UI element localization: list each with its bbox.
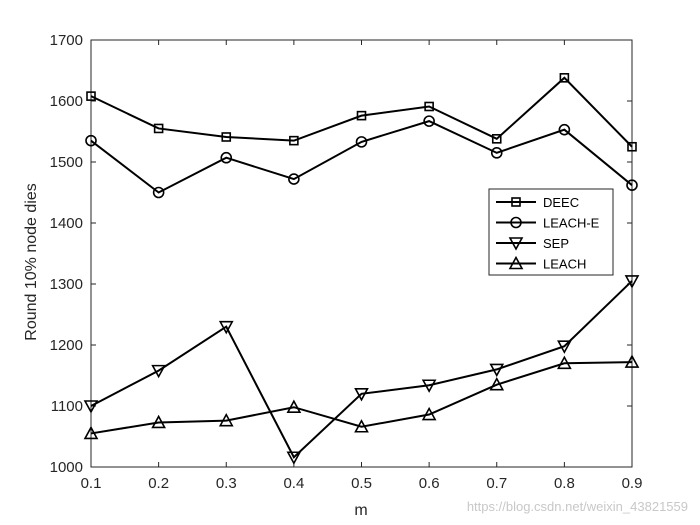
data-point-leach-e	[355, 136, 368, 148]
data-point-leach	[421, 406, 437, 421]
data-point-deec	[289, 135, 299, 146]
series-line-leach-e	[90, 120, 633, 194]
data-point-leach-e	[558, 123, 571, 136]
series-line-leach	[90, 361, 633, 435]
watermark-text: https://blog.csdn.net/weixin_43821559	[467, 499, 688, 514]
data-point-leach-e	[85, 134, 97, 147]
y-tick-label: 1000	[50, 459, 83, 476]
data-point-deec	[221, 132, 232, 142]
y-axis-title: Round 10% node dies	[23, 183, 40, 340]
data-point-deec	[424, 101, 434, 112]
data-point-sep	[557, 340, 572, 354]
legend-marker	[508, 237, 524, 251]
data-point-deec	[627, 141, 637, 152]
data-point-leach	[624, 354, 640, 368]
legend-label: LEACH-E	[543, 216, 600, 231]
data-point-leach	[286, 399, 302, 414]
legend-box	[488, 188, 614, 276]
y-tick-label: 1100	[51, 398, 83, 415]
x-tick-label: 0.3	[216, 475, 237, 492]
data-point-leach	[557, 355, 572, 370]
legend-marker	[511, 197, 521, 207]
series-line-deec	[90, 76, 633, 148]
y-tick-label: 1300	[50, 276, 83, 293]
data-point-leach	[218, 412, 234, 427]
data-point-deec	[559, 73, 570, 83]
y-tick-label: 1600	[50, 93, 83, 110]
legend-label: DEEC	[543, 195, 579, 210]
data-point-sep	[421, 379, 437, 393]
x-tick-label: 0.1	[81, 475, 102, 492]
data-point-deec	[86, 91, 96, 101]
series-line-sep	[90, 280, 633, 459]
series-leach-e	[85, 115, 638, 199]
data-point-sep	[83, 400, 99, 414]
x-tick-label: 0.2	[148, 475, 169, 492]
data-point-sep	[151, 364, 166, 379]
x-tick-label: 0.5	[351, 475, 372, 492]
data-point-deec	[153, 123, 164, 134]
x-tick-label: 0.8	[554, 475, 575, 492]
data-point-leach-e	[423, 115, 435, 127]
legend-marker	[508, 255, 524, 270]
data-point-leach	[83, 425, 99, 440]
data-point-sep	[354, 387, 369, 402]
data-point-sep	[489, 363, 505, 378]
data-point-leach	[354, 419, 369, 433]
y-tick-label: 1500	[50, 154, 83, 171]
legend-entry-deec: DEEC	[496, 195, 579, 210]
series-leach	[83, 354, 640, 440]
data-point-sep	[624, 275, 640, 289]
axes: 0.1 0.2 0.3 0.4 0.5 0.6 0.7 0.8 0.9 1000 1100 1200 1…	[50, 32, 643, 492]
legend-entry-leach: LEACH	[496, 255, 586, 272]
series-deec	[86, 73, 637, 152]
legend-entry-sep: SEP	[496, 236, 569, 251]
x-tick-label: 0.7	[486, 475, 507, 492]
x-tick-label: 0.9	[622, 475, 643, 492]
data-point-leach-e	[220, 151, 233, 164]
data-point-leach-e	[490, 147, 503, 159]
x-tick-label: 0.4	[283, 475, 304, 492]
data-point-deec	[356, 110, 367, 121]
legend-entry-leach-e: LEACH-E	[496, 216, 600, 231]
legend: DEEC LEACH-E SEP LEACH	[488, 188, 614, 276]
data-point-leach-e	[626, 179, 638, 191]
data-point-deec	[491, 134, 502, 144]
y-tick-label: 1400	[50, 215, 83, 232]
data-point-leach	[151, 414, 166, 429]
series-layer	[83, 73, 640, 465]
legend-marker	[510, 216, 522, 229]
y-tick-label: 1200	[50, 337, 83, 354]
data-point-leach-e	[152, 186, 165, 199]
x-tick-label: 0.6	[419, 475, 440, 492]
data-point-leach	[489, 376, 505, 391]
data-point-sep	[218, 320, 234, 335]
y-tick-label: 1700	[50, 32, 83, 49]
series-sep	[83, 275, 640, 465]
data-point-sep	[286, 451, 302, 465]
x-axis-title: m	[354, 502, 367, 519]
legend-label: SEP	[543, 236, 569, 251]
legend-label: LEACH	[543, 257, 586, 272]
data-point-leach-e	[288, 173, 300, 185]
